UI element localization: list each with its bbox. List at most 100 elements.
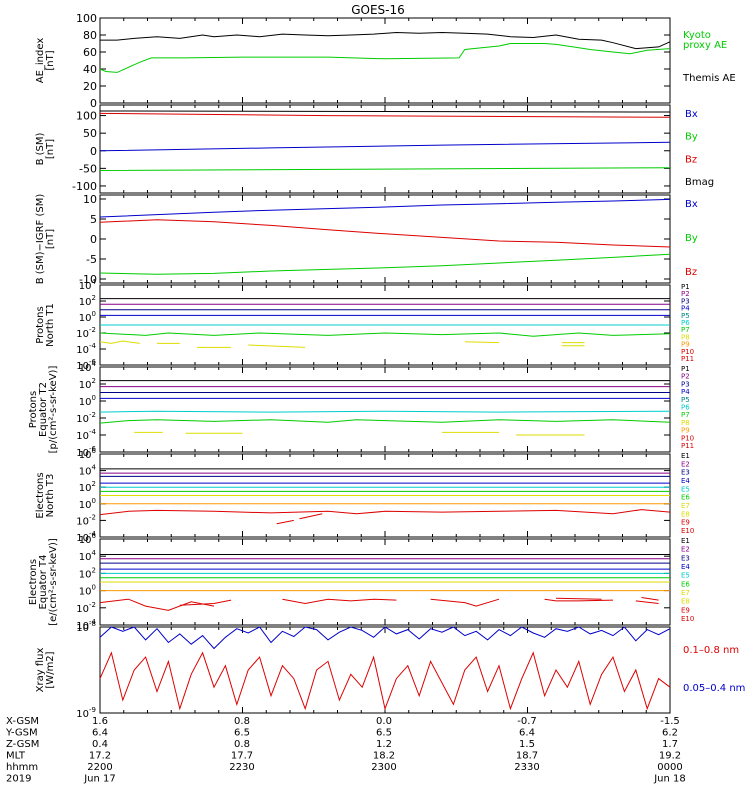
legend-entry: P4 bbox=[681, 305, 690, 313]
y-tick-label: 60 bbox=[83, 46, 97, 59]
axis-table-value: 2200 bbox=[87, 762, 112, 773]
legend-entry: P2 bbox=[681, 290, 690, 298]
series-line-red bbox=[179, 599, 232, 606]
axis-table-value: 0.0 bbox=[376, 716, 392, 727]
y-tick-label: 80 bbox=[83, 29, 97, 42]
y-tick-label: -100 bbox=[72, 180, 97, 193]
series-line-red bbox=[99, 651, 671, 711]
legend-entry: P11 bbox=[681, 442, 694, 450]
legend-entry: P6 bbox=[681, 319, 690, 327]
legend-entry: E9 bbox=[681, 606, 690, 614]
axis-table-label: Z-GSM bbox=[6, 739, 39, 750]
axis-table-label: MLT bbox=[6, 751, 26, 762]
y-tick-label: 106 bbox=[79, 447, 97, 461]
axis-table-value: 1.2 bbox=[376, 739, 392, 750]
y-tick-label: 10-2 bbox=[76, 513, 96, 527]
series-line-blue bbox=[99, 141, 671, 152]
y-tick-label: 100 bbox=[79, 394, 96, 408]
series-line-green bbox=[99, 332, 671, 337]
y-tick-label: 100 bbox=[79, 497, 96, 511]
legend-entry: P10 bbox=[681, 348, 694, 356]
chart-title: GOES-16 bbox=[351, 3, 405, 17]
y-axis-label: Electrons bbox=[28, 559, 39, 605]
series-line-black bbox=[100, 31, 671, 50]
y-axis-label: Equator T2 bbox=[38, 382, 49, 437]
legend-entry: proxy AE bbox=[683, 40, 727, 51]
legend-entry: E8 bbox=[681, 510, 690, 518]
panel-frame bbox=[99, 366, 671, 453]
y-tick-label: -10 bbox=[79, 273, 97, 286]
series-line-red bbox=[99, 219, 671, 248]
series-line-blue bbox=[99, 198, 671, 218]
y-tick-label: 10-6 bbox=[76, 445, 96, 459]
legend-entry: E7 bbox=[681, 589, 690, 597]
series-line-cyan bbox=[99, 410, 671, 413]
y-tick-label: 10-6 bbox=[76, 358, 96, 372]
legend-entry: Bx bbox=[685, 199, 698, 210]
legend-entry: Bz bbox=[685, 267, 697, 278]
y-tick-label: 102 bbox=[79, 566, 96, 580]
legend-entry: 0.1–0.8 nm bbox=[683, 645, 739, 656]
y-tick-label: 10-4 bbox=[76, 342, 96, 356]
axis-table-value: 2330 bbox=[514, 762, 539, 773]
y-axis-label: [p/(cm²-s-sr-keV)] bbox=[48, 366, 59, 454]
y-tick-label: -5 bbox=[86, 253, 97, 266]
y-axis-label: B (SM) bbox=[35, 132, 46, 165]
panel-b_sm: -100 -50 0 50 100 B (SM) [nT] Bx By Bz Bmag bbox=[35, 104, 714, 194]
legend-entry: E4 bbox=[681, 563, 690, 571]
y-axis-label: Equator T4 bbox=[38, 555, 49, 610]
y-tick-label: 10-4 bbox=[76, 428, 96, 442]
y-tick-label: 0 bbox=[90, 97, 97, 110]
y-axis-label: [nT] bbox=[45, 139, 56, 159]
y-axis-label: North T3 bbox=[45, 474, 56, 518]
y-tick-label: 5 bbox=[90, 213, 97, 226]
y-tick-label: 40 bbox=[83, 63, 97, 76]
axis-table-value: 1.5 bbox=[519, 739, 535, 750]
legend-entry: P7 bbox=[681, 411, 690, 419]
axis-table-value: 6.2 bbox=[662, 728, 678, 739]
legend-entry: E8 bbox=[681, 598, 690, 606]
axis-table-value: 6.4 bbox=[519, 728, 535, 739]
legend-entry: Bx bbox=[685, 109, 698, 120]
y-tick-label: 100 bbox=[79, 310, 96, 324]
legend-entry: Bz bbox=[685, 154, 697, 165]
ephemeris-axis-table: X-GSM 1.6 0.8 0.0 -0.7 -1.5 Y-GSM 6.4 6.5 6.5 6.4 6… bbox=[5, 716, 686, 785]
axis-table-value: 2230 bbox=[229, 762, 254, 773]
legend-entry: E4 bbox=[681, 477, 690, 485]
legend-entry: E6 bbox=[681, 494, 690, 502]
legend-entry: P2 bbox=[681, 373, 690, 381]
legend-entry: E2 bbox=[681, 460, 690, 468]
legend-entry: E3 bbox=[681, 554, 690, 562]
y-axis-label: Xray flux bbox=[35, 648, 46, 693]
panel-protons_t2: 10-6 10-4 10-2 100 102 104 Protons Equator T2 [p… bbox=[28, 360, 694, 459]
series-line-red bbox=[430, 598, 500, 607]
legend-entry: P7 bbox=[681, 326, 690, 334]
series-line-red bbox=[641, 597, 659, 601]
legend-entry: E6 bbox=[681, 580, 690, 588]
legend-entry: E2 bbox=[681, 546, 690, 554]
legend-entry: P3 bbox=[681, 380, 690, 388]
y-tick-label: 10-2 bbox=[76, 411, 96, 425]
y-tick-label: 102 bbox=[79, 377, 96, 391]
y-axis-label: [W/m2] bbox=[45, 651, 56, 688]
axis-table-label: Y-GSM bbox=[5, 728, 38, 739]
axis-table-label: X-GSM bbox=[6, 716, 39, 727]
y-axis-label: North T1 bbox=[45, 303, 56, 347]
legend-entry: P10 bbox=[681, 434, 694, 442]
axis-table-value: 19.2 bbox=[659, 751, 681, 762]
legend-entry: P9 bbox=[681, 341, 690, 349]
axis-table-value: 1.7 bbox=[662, 739, 678, 750]
series-line-red bbox=[276, 519, 294, 525]
legend-entry: P3 bbox=[681, 297, 690, 305]
y-tick-label: 100 bbox=[79, 584, 96, 598]
y-tick-label: 10-9 bbox=[76, 706, 96, 720]
panel-electrons_t4: 10-4 10-2 100 102 104 106 Electrons Equator T4[… bbox=[28, 532, 694, 632]
y-tick-label: 0 bbox=[90, 145, 97, 158]
y-axis-label: Protons bbox=[35, 306, 46, 343]
legend-entry: By bbox=[685, 233, 698, 244]
legend-entry: E1 bbox=[681, 537, 690, 545]
y-tick-label: 10 bbox=[83, 193, 97, 206]
y-tick-label: 104 bbox=[79, 278, 97, 292]
